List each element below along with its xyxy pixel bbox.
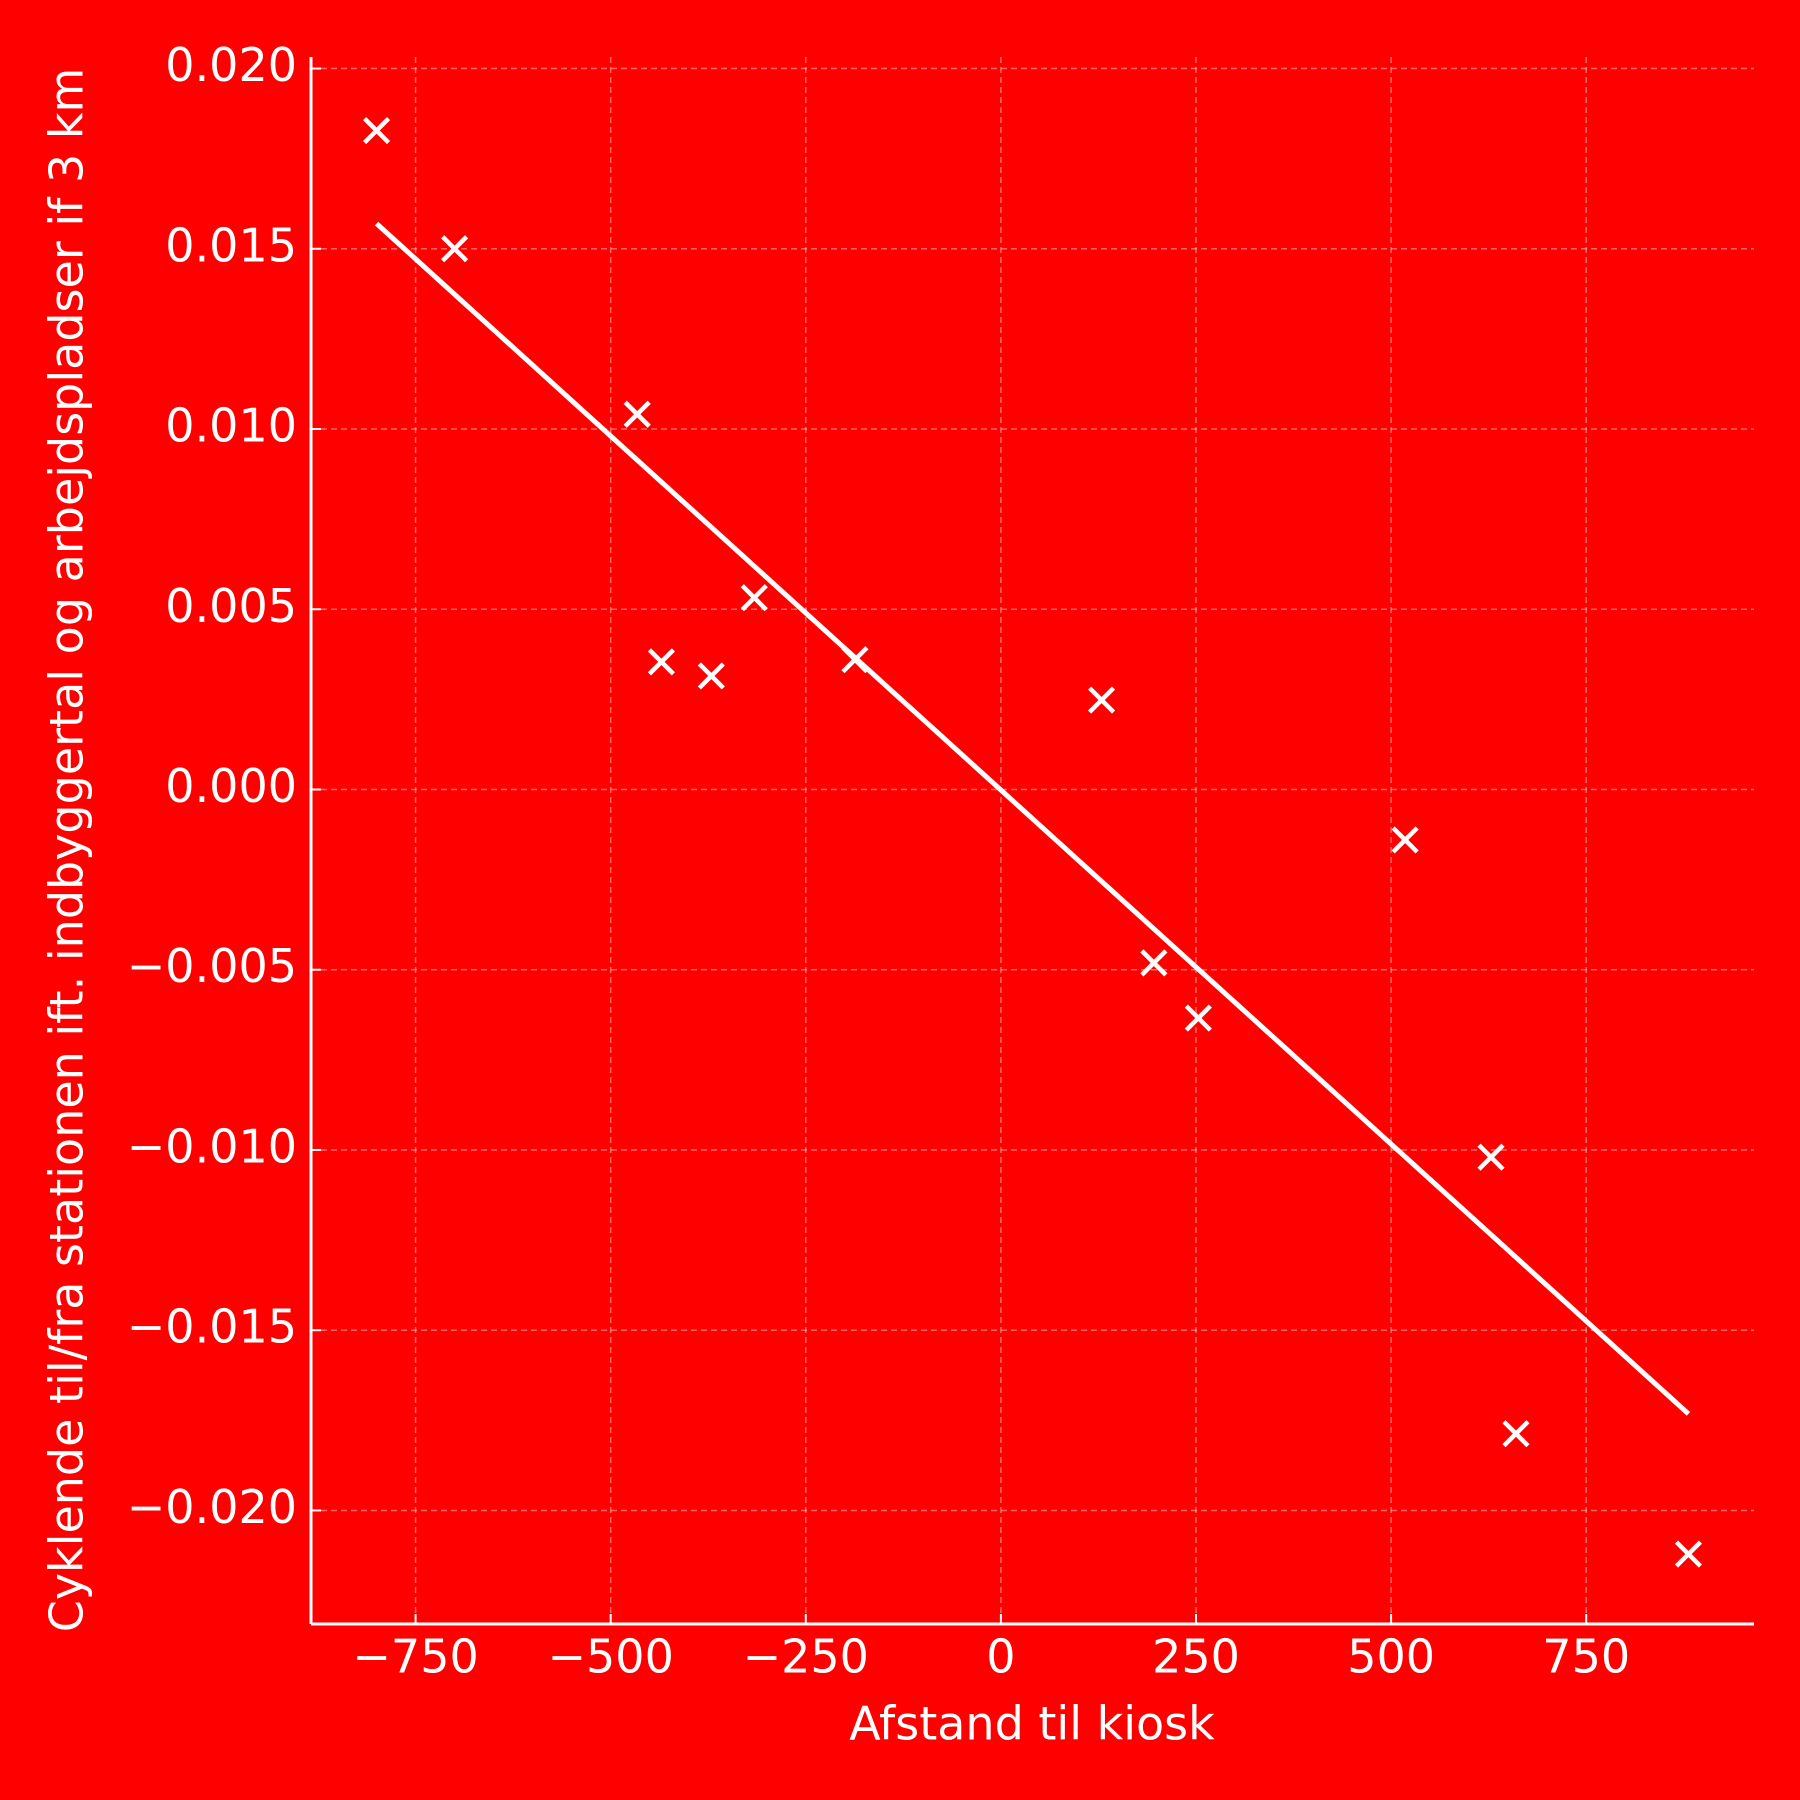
marker — [1184, 1004, 1212, 1032]
y-tick-label: −0.005 — [127, 939, 297, 993]
marker — [647, 648, 675, 676]
marker — [1674, 1540, 1703, 1568]
y-tick-label: 0.005 — [165, 579, 297, 633]
y-axis-label: Cyklende til/fra stationen ift. indbygge… — [40, 68, 94, 1633]
x-tick-label: 500 — [1347, 1630, 1435, 1684]
grid: −750 −500 −250 0 250 500 750 −0.020 −0.015 −0.010… — [127, 38, 1754, 1684]
x-tick-label: 750 — [1542, 1630, 1630, 1684]
x-tick-label: −250 — [743, 1630, 869, 1684]
marker — [740, 584, 768, 612]
y-tick-label: 0.010 — [165, 399, 297, 453]
marker — [441, 235, 469, 263]
marker — [697, 662, 725, 690]
y-tick-label: −0.015 — [127, 1300, 297, 1354]
y-tick-label: 0.020 — [165, 38, 297, 92]
marker — [1502, 1420, 1530, 1448]
marker — [623, 400, 651, 428]
y-tick-label: 0.015 — [165, 218, 297, 272]
marker — [1477, 1143, 1505, 1171]
fit-line — [374, 221, 1691, 1416]
x-tick-label: −750 — [352, 1630, 478, 1684]
marker — [1391, 826, 1419, 854]
x-tick-label: 0 — [986, 1630, 1015, 1684]
marker — [362, 116, 391, 145]
x-tick-label: 250 — [1152, 1630, 1240, 1684]
marker — [1140, 949, 1168, 977]
y-tick-label: −0.020 — [127, 1480, 297, 1534]
plot-area — [362, 116, 1703, 1568]
marker — [1087, 686, 1116, 714]
y-tick-label: 0.000 — [165, 759, 297, 813]
x-axis-label: Afstand til kiosk — [849, 1697, 1215, 1751]
y-tick-label: −0.010 — [127, 1119, 297, 1173]
x-tick-label: −500 — [548, 1630, 674, 1684]
